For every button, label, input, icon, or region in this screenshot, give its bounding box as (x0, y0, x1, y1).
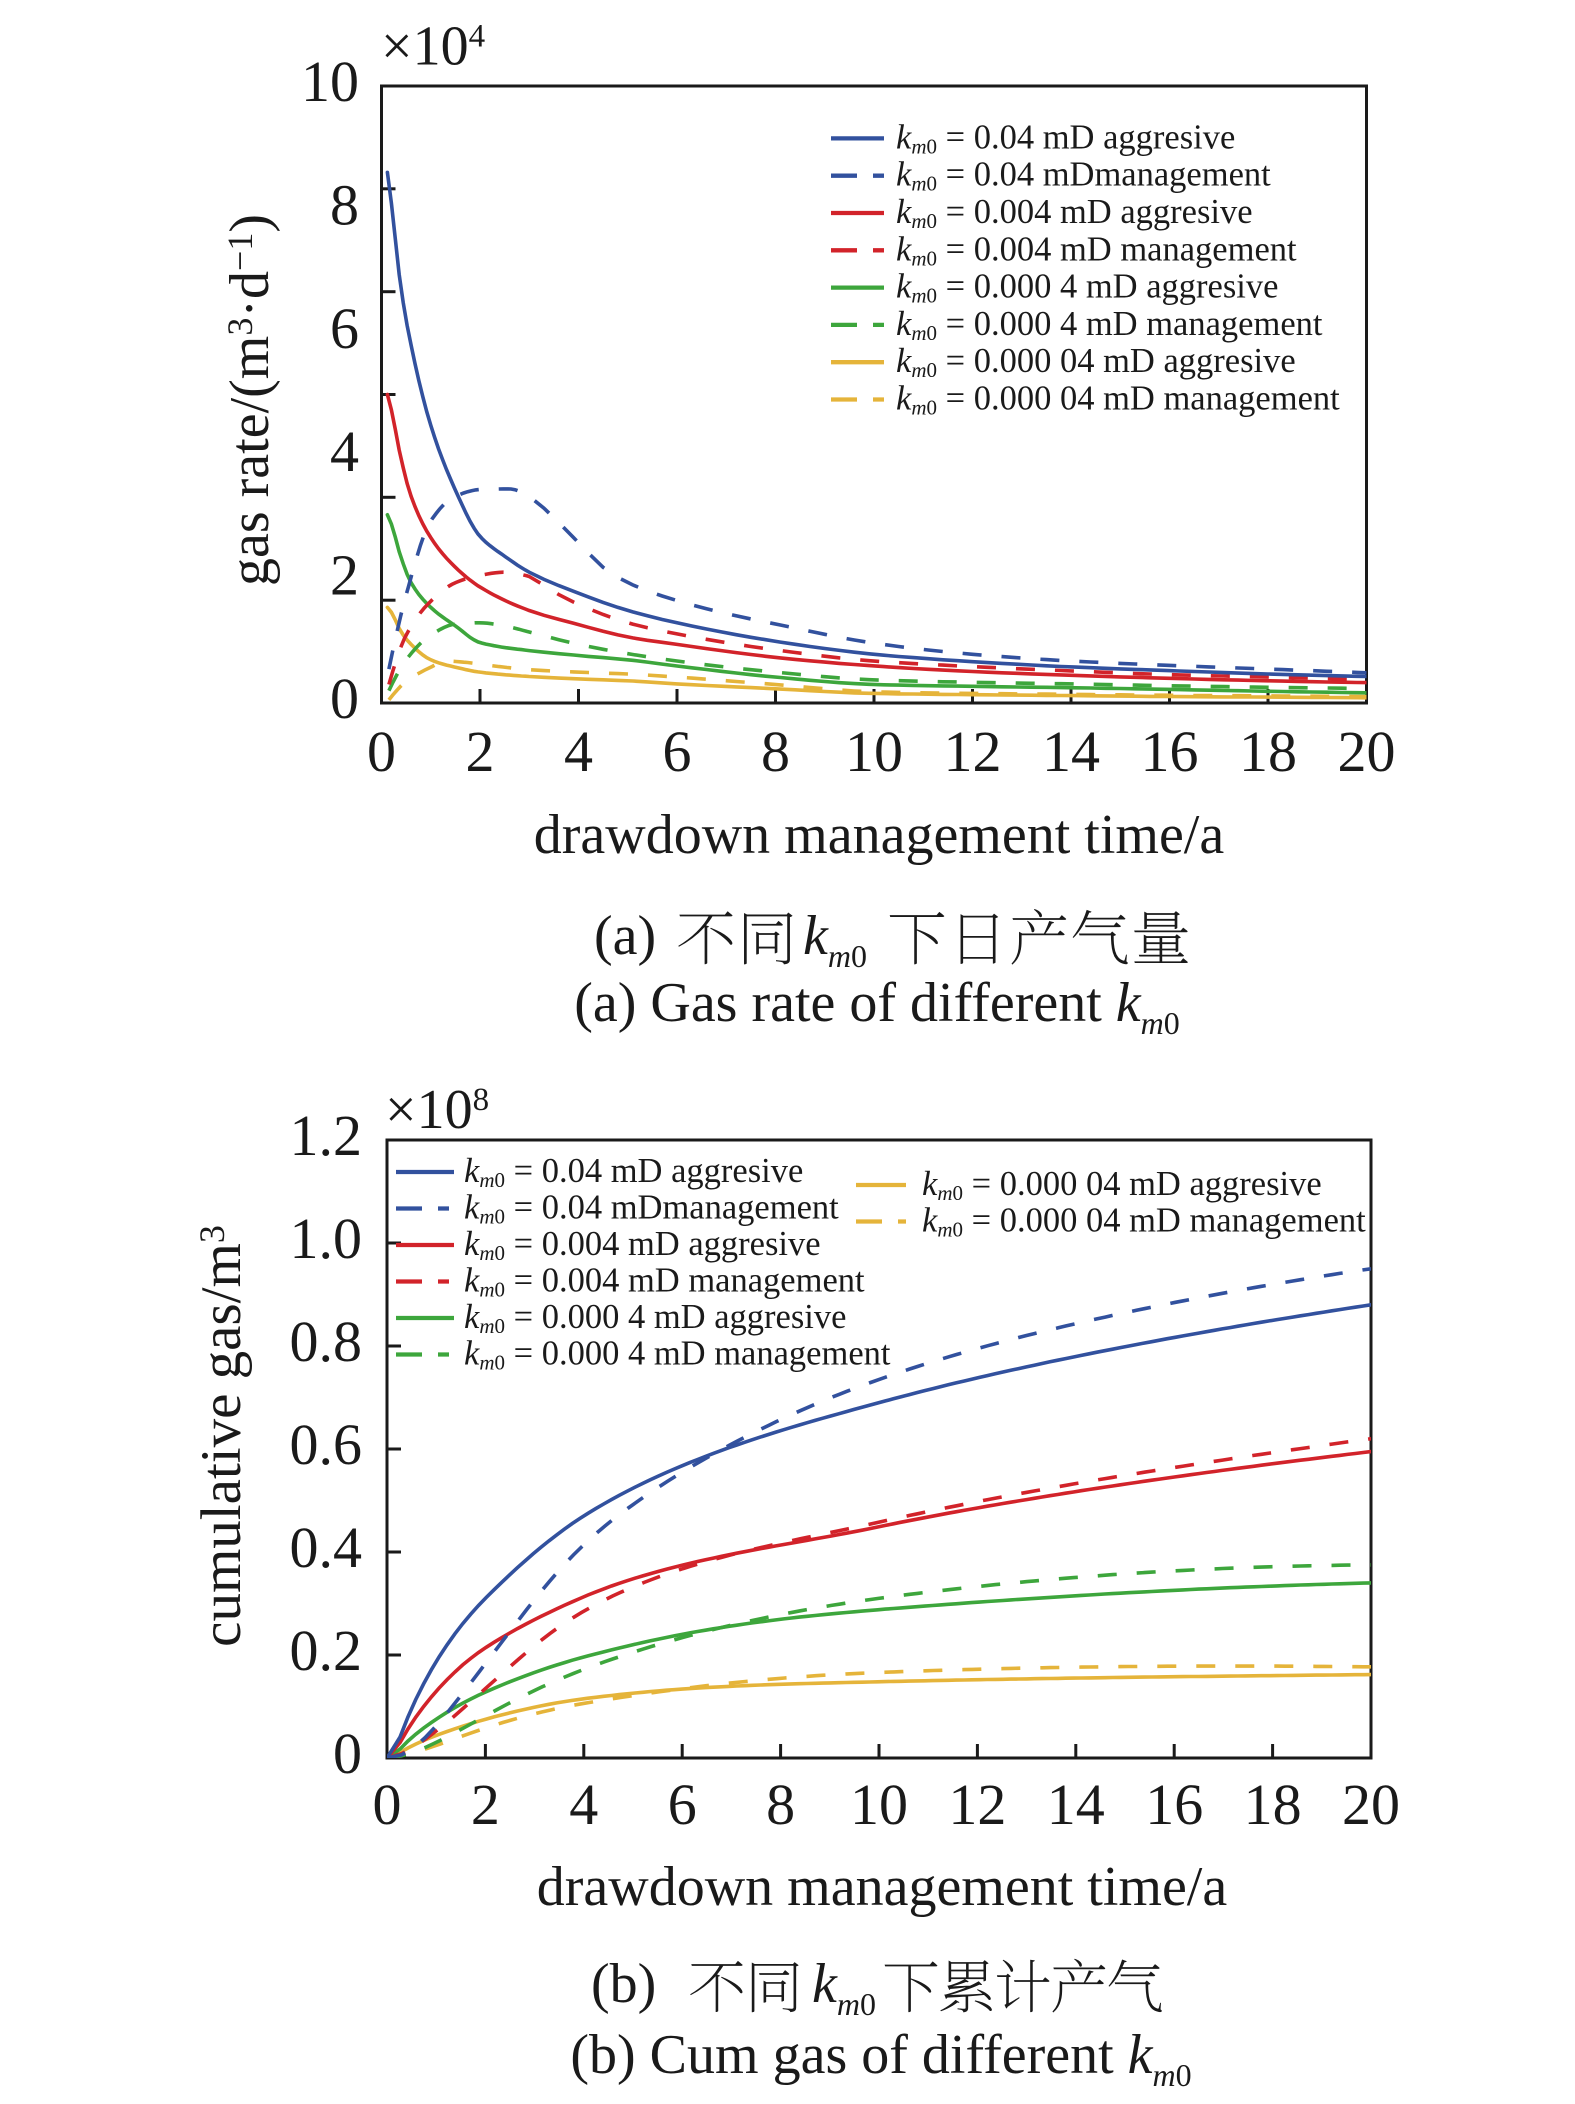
svg-text:10: 10 (301, 49, 359, 114)
svg-text:0.6: 0.6 (290, 1412, 363, 1477)
svg-text:km0 = 0.000 4 mD aggresive: km0 = 0.000 4 mD aggresive (896, 268, 1278, 308)
svg-text:0.4: 0.4 (290, 1515, 363, 1580)
svg-text:14: 14 (1042, 719, 1100, 784)
svg-text:km0 = 0.004 mD aggresive: km0 = 0.004 mD aggresive (896, 193, 1253, 233)
svg-text:1.2: 1.2 (290, 1103, 363, 1168)
svg-text:drawdown management time/a: drawdown management time/a (534, 804, 1225, 866)
svg-text:km0 = 0.004 mD aggresive: km0 = 0.004 mD aggresive (464, 1225, 821, 1265)
svg-text:km0: km0 (812, 1953, 876, 2022)
svg-text:4: 4 (330, 419, 359, 484)
svg-text:drawdown management time/a: drawdown management time/a (537, 1856, 1228, 1918)
svg-text:km0 = 0.04 mDmanagement: km0 = 0.04 mDmanagement (896, 156, 1271, 196)
svg-text:6: 6 (663, 719, 692, 784)
svg-text:16: 16 (1145, 1772, 1203, 1837)
svg-text:cumulative gas/m3: cumulative gas/m3 (190, 1225, 253, 1647)
svg-text:0: 0 (367, 719, 396, 784)
svg-text:6: 6 (330, 296, 359, 361)
svg-text:20: 20 (1342, 1772, 1400, 1837)
svg-text:km0 = 0.000 04 mD aggresive: km0 = 0.000 04 mD aggresive (896, 342, 1296, 382)
svg-text:12: 12 (948, 1772, 1006, 1837)
svg-text:2: 2 (330, 543, 359, 608)
svg-text:km0 = 0.000 04 mD management: km0 = 0.000 04 mD management (896, 380, 1340, 420)
svg-text:0.2: 0.2 (290, 1618, 363, 1683)
svg-text:×104: ×104 (381, 16, 485, 78)
svg-text:0.8: 0.8 (290, 1309, 363, 1374)
svg-text:6: 6 (668, 1772, 697, 1837)
svg-text:km0 = 0.004 mD management: km0 = 0.004 mD management (464, 1262, 865, 1302)
svg-text:8: 8 (330, 172, 359, 237)
svg-text:2: 2 (466, 719, 495, 784)
svg-text:km0 = 0.004 mD management: km0 = 0.004 mD management (896, 230, 1297, 270)
svg-text:(b): (b) (591, 1953, 656, 2015)
svg-text:10: 10 (845, 719, 903, 784)
svg-text:(a) Gas rate of different km0: (a) Gas rate of different km0 (574, 972, 1180, 1041)
svg-text:12: 12 (944, 719, 1002, 784)
svg-text:km0 = 0.000 04 mD management: km0 = 0.000 04 mD management (922, 1202, 1366, 1242)
svg-text:20: 20 (1338, 719, 1396, 784)
svg-text:1.0: 1.0 (290, 1206, 363, 1271)
svg-text:km0 = 0.04 mD aggresive: km0 = 0.04 mD aggresive (464, 1152, 803, 1192)
svg-text:0: 0 (333, 1721, 362, 1786)
svg-text:18: 18 (1244, 1772, 1302, 1837)
svg-text:8: 8 (766, 1772, 795, 1837)
svg-text:(a): (a) (594, 905, 656, 967)
svg-text:km0 = 0.000 4 mD management: km0 = 0.000 4 mD management (464, 1335, 891, 1375)
svg-text:(b) Cum gas of different km0: (b) Cum gas of different km0 (570, 2024, 1191, 2093)
svg-text:×108: ×108 (385, 1079, 489, 1141)
svg-text:0: 0 (373, 1772, 402, 1837)
svg-text:km0 = 0.000 4 mD aggresive: km0 = 0.000 4 mD aggresive (464, 1298, 846, 1338)
svg-text:2: 2 (471, 1772, 500, 1837)
svg-text:18: 18 (1239, 719, 1297, 784)
svg-text:km0: km0 (803, 905, 867, 974)
svg-text:4: 4 (564, 719, 593, 784)
svg-text:km0 = 0.04 mDmanagement: km0 = 0.04 mDmanagement (464, 1189, 839, 1229)
svg-text:km0 = 0.000 04 mD aggresive: km0 = 0.000 04 mD aggresive (922, 1165, 1322, 1205)
svg-text:10: 10 (850, 1772, 908, 1837)
svg-text:0: 0 (330, 666, 359, 731)
svg-text:14: 14 (1047, 1772, 1105, 1837)
svg-text:km0 = 0.000 4 mD management: km0 = 0.000 4 mD management (896, 305, 1323, 345)
svg-text:km0 = 0.04 mD aggresive: km0 = 0.04 mD aggresive (896, 118, 1235, 158)
svg-text:4: 4 (569, 1772, 598, 1837)
svg-text:gas rate/(m3·d−1): gas rate/(m3·d−1) (219, 214, 281, 586)
svg-text:8: 8 (761, 719, 790, 784)
svg-text:16: 16 (1141, 719, 1199, 784)
